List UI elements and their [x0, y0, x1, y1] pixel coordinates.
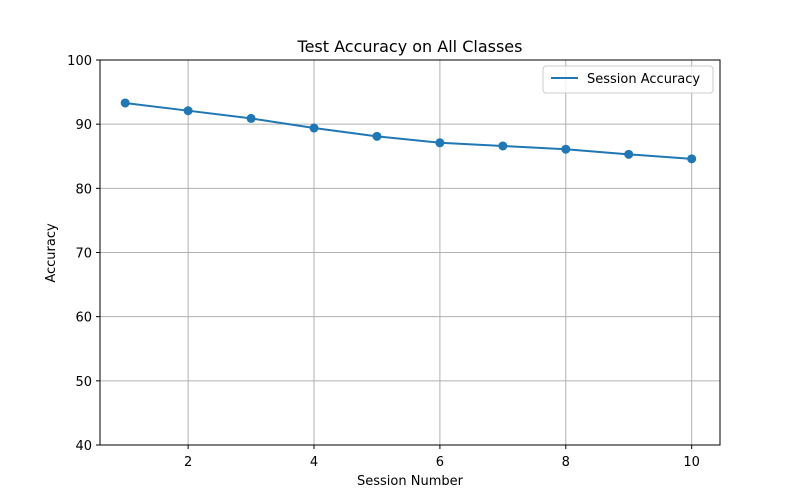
y-tick-label: 60	[75, 311, 92, 326]
y-tick-label: 70	[75, 247, 92, 262]
data-point	[309, 123, 319, 133]
data-point	[498, 141, 508, 151]
y-tick-label: 80	[75, 182, 92, 197]
axes: 2 4 6 8 10 40 50 60 70 80 90 100	[67, 54, 721, 470]
y-tick-label: 40	[75, 439, 92, 454]
data-point	[435, 138, 445, 148]
legend-frame	[542, 65, 714, 94]
data-point	[120, 98, 130, 108]
data-point	[183, 106, 193, 116]
grid	[100, 59, 720, 446]
legend-label: Session Accuracy	[587, 72, 700, 87]
data-point	[561, 144, 571, 154]
data-point	[372, 131, 382, 141]
data-point	[246, 113, 256, 123]
y-tick-label: 100	[67, 54, 92, 69]
x-tick-label: 4	[310, 455, 318, 470]
x-tick-label: 10	[683, 455, 700, 470]
series-line	[125, 101, 692, 160]
series-layer	[120, 98, 697, 164]
x-axis-label: Session Number	[357, 474, 464, 489]
x-tick-label: 6	[436, 455, 444, 470]
x-tick-label: 8	[562, 455, 570, 470]
chart-title: Test Accuracy on All Classes	[297, 37, 523, 56]
data-point	[624, 149, 634, 159]
x-tick-label: 2	[184, 455, 192, 470]
y-tick-label: 50	[75, 375, 92, 390]
legend: Session Accuracy	[542, 65, 714, 94]
data-point	[687, 154, 697, 164]
y-tick-label: 90	[75, 118, 92, 133]
y-axis-label: Accuracy	[44, 223, 59, 283]
